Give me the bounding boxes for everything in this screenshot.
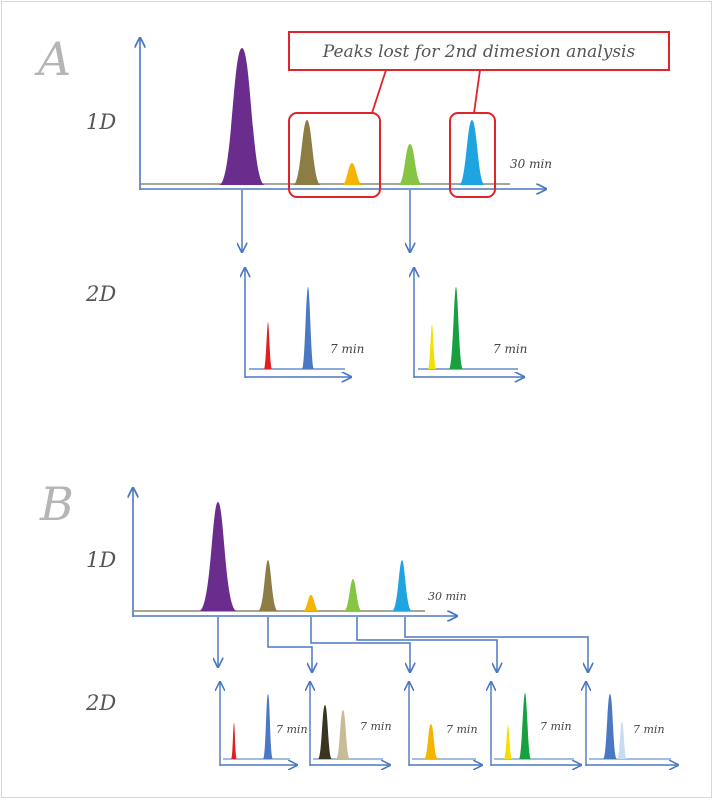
panel-a-2d-label: 2D bbox=[85, 282, 116, 306]
panel-a-2d-2-time-label: 7 min bbox=[493, 342, 527, 356]
panel-a-letter: A bbox=[34, 32, 71, 86]
panel-b-2d-1-peak-red bbox=[231, 723, 237, 759]
panel-b-peak-lightgreen bbox=[344, 579, 362, 611]
panel-b-letter: B bbox=[39, 477, 74, 531]
panel-b-route-5 bbox=[404, 617, 588, 672]
panel-b-2d-3-peak-orange bbox=[424, 724, 438, 759]
panel-b-1d-time-label: 30 min bbox=[428, 590, 467, 603]
panel-b-2d-2-time-label: 7 min bbox=[360, 720, 392, 733]
panel-a-peak-cyan bbox=[459, 120, 485, 185]
panel-a-callout-pointer-2 bbox=[473, 69, 481, 114]
panel-b-2d-5-peak-lightblue bbox=[617, 722, 627, 759]
panel-a-peak-lightgreen bbox=[398, 144, 423, 185]
panel-a-peak-olive bbox=[293, 120, 321, 185]
panel-b-2d-4-time-label: 7 min bbox=[540, 720, 572, 733]
panel-b-2d-4-peak-yellow bbox=[504, 725, 512, 759]
panel-a-peak-orange bbox=[342, 163, 363, 185]
panel-a-2d-2-peak-yellow bbox=[428, 324, 436, 369]
panel-a-callout-text: Peaks lost for 2nd dimesion analysis bbox=[322, 42, 636, 62]
panel-b-peak-cyan bbox=[392, 560, 412, 611]
panel-b-2d-2-peak-darkolive bbox=[318, 705, 332, 759]
panel-a-2d-1-time-label: 7 min bbox=[330, 342, 364, 356]
panel-b-peak-purple bbox=[199, 502, 237, 611]
panel-a-peak-purple bbox=[219, 48, 265, 185]
panel-b-1d-label: 1D bbox=[86, 548, 116, 572]
panel-a-callout-box bbox=[288, 31, 670, 71]
panel-b-peak-orange bbox=[303, 595, 319, 611]
panel-b-2d-5-time-label: 7 min bbox=[633, 723, 665, 736]
panel-b-2d-1-time-label: 7 min bbox=[276, 723, 308, 736]
panel-b-route-3 bbox=[310, 617, 410, 672]
panel-b-2d-1-peak-blue bbox=[263, 694, 273, 759]
panel-a-2d-2-peak-green bbox=[449, 287, 463, 369]
panel-b-route-2 bbox=[267, 617, 312, 672]
panel-a-callout-pointer-1 bbox=[371, 69, 387, 114]
panel-b-route-4 bbox=[356, 617, 497, 672]
panel-a-lost-peaks-box-2 bbox=[449, 112, 496, 198]
panel-b-2d-label: 2D bbox=[85, 691, 116, 715]
panel-b-peak-olive bbox=[258, 560, 278, 611]
panel-b-2d-3-time-label: 7 min bbox=[446, 723, 478, 736]
panel-b-2d-5-peak-blue bbox=[603, 694, 617, 759]
panel-b-2d-4-peak-green bbox=[519, 693, 531, 759]
panel-a-2d-1-peak-red bbox=[264, 322, 272, 369]
panel-a-1d-label: 1D bbox=[86, 110, 116, 134]
panel-b-2d-2-peak-tan bbox=[336, 710, 350, 759]
panel-a-lost-peaks-box-1 bbox=[288, 112, 381, 198]
panel-a-2d-1-peak-blue bbox=[302, 287, 314, 369]
panel-a-1d-time-label: 30 min bbox=[510, 157, 552, 171]
